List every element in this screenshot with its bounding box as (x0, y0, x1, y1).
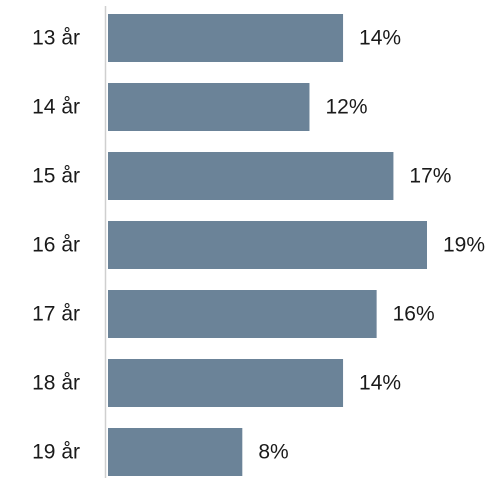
value-label: 12% (325, 96, 367, 119)
category-label: 18 år (32, 372, 80, 395)
bar (108, 428, 243, 476)
value-label: 14% (359, 27, 401, 50)
value-label: 16% (393, 303, 435, 326)
value-label: 14% (359, 372, 401, 395)
value-label: 17% (409, 165, 451, 188)
value-label: 8% (258, 441, 288, 464)
category-label: 14 år (32, 96, 80, 119)
value-label: 19% (443, 234, 485, 257)
bar (108, 83, 310, 131)
category-label: 17 år (32, 303, 80, 326)
bar (108, 152, 394, 200)
category-label: 19 år (32, 441, 80, 464)
category-label: 13 år (32, 27, 80, 50)
category-label: 16 år (32, 234, 80, 257)
category-label: 15 år (32, 165, 80, 188)
bar (108, 290, 377, 338)
bars-group: 13 år 14% 14 år 12% 15 år 17% 16 år 19% 17 år 16%… (32, 14, 485, 476)
bar (108, 14, 344, 62)
bar (108, 221, 427, 269)
bar (108, 359, 344, 407)
